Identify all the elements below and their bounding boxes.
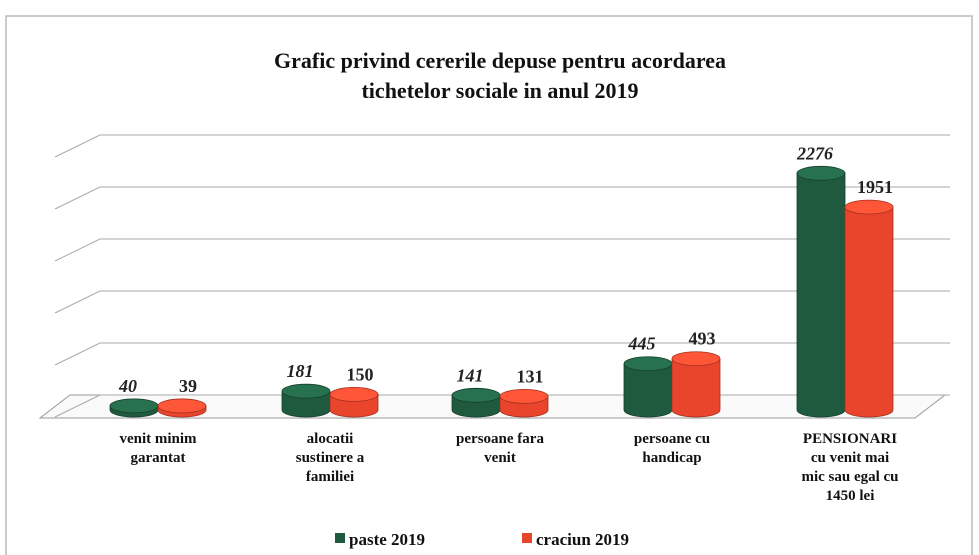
- grid-line: [54, 186, 950, 210]
- cylinder-body: [623, 363, 673, 418]
- legend-swatch: [335, 533, 345, 543]
- cylinder-top: [281, 383, 331, 399]
- bar: [499, 388, 549, 418]
- bar: [329, 386, 379, 418]
- cylinder-top: [157, 398, 207, 414]
- value-label: 141: [457, 365, 484, 385]
- value-label: 40: [118, 376, 137, 396]
- grid-line: [54, 342, 950, 366]
- value-label: 1951: [857, 177, 893, 197]
- x-tick-label: venit minim garantat: [119, 431, 197, 466]
- bar: [157, 398, 207, 418]
- chart-title: Grafic privind cererile depuse pentru ac…: [274, 48, 726, 103]
- cylinder-body: [671, 358, 721, 418]
- grid-line: [54, 134, 950, 158]
- value-label: 445: [628, 334, 656, 354]
- cylinder-top: [623, 356, 673, 372]
- value-label: 150: [347, 364, 374, 384]
- cylinder-body: [796, 172, 846, 418]
- x-tick-label: alocatii sustinere a familiei: [295, 431, 365, 485]
- cylinder-top: [109, 398, 159, 414]
- bar: [623, 356, 673, 418]
- bar: [281, 383, 331, 418]
- bar: [796, 165, 846, 418]
- cylinder-top: [499, 388, 549, 404]
- value-label: 493: [689, 329, 716, 349]
- bar: [451, 387, 501, 418]
- cylinder-top: [451, 387, 501, 403]
- cylinder-body: [844, 206, 894, 418]
- grid-line: [54, 290, 950, 314]
- legend-swatch: [522, 533, 532, 543]
- legend-label: craciun 2019: [536, 530, 629, 549]
- legend-label: paste 2019: [349, 530, 425, 549]
- value-label: 181: [287, 361, 314, 381]
- cylinder-top: [671, 351, 721, 367]
- x-tick-label: persoane cu handicap: [633, 431, 711, 466]
- grid-line: [54, 238, 950, 262]
- cylinder-top: [844, 199, 894, 215]
- x-tick-label: persoane fara venit: [456, 431, 544, 466]
- cylinder-top: [329, 386, 379, 402]
- value-label: 2276: [796, 143, 833, 163]
- bar: [109, 398, 159, 418]
- value-label: 39: [179, 376, 197, 396]
- bar: [671, 351, 721, 418]
- bar: [844, 199, 894, 418]
- cylinder-top: [796, 165, 846, 181]
- value-label: 131: [517, 366, 544, 386]
- x-tick-label: PENSIONARI cu venit mai mic sau egal cu …: [801, 431, 899, 504]
